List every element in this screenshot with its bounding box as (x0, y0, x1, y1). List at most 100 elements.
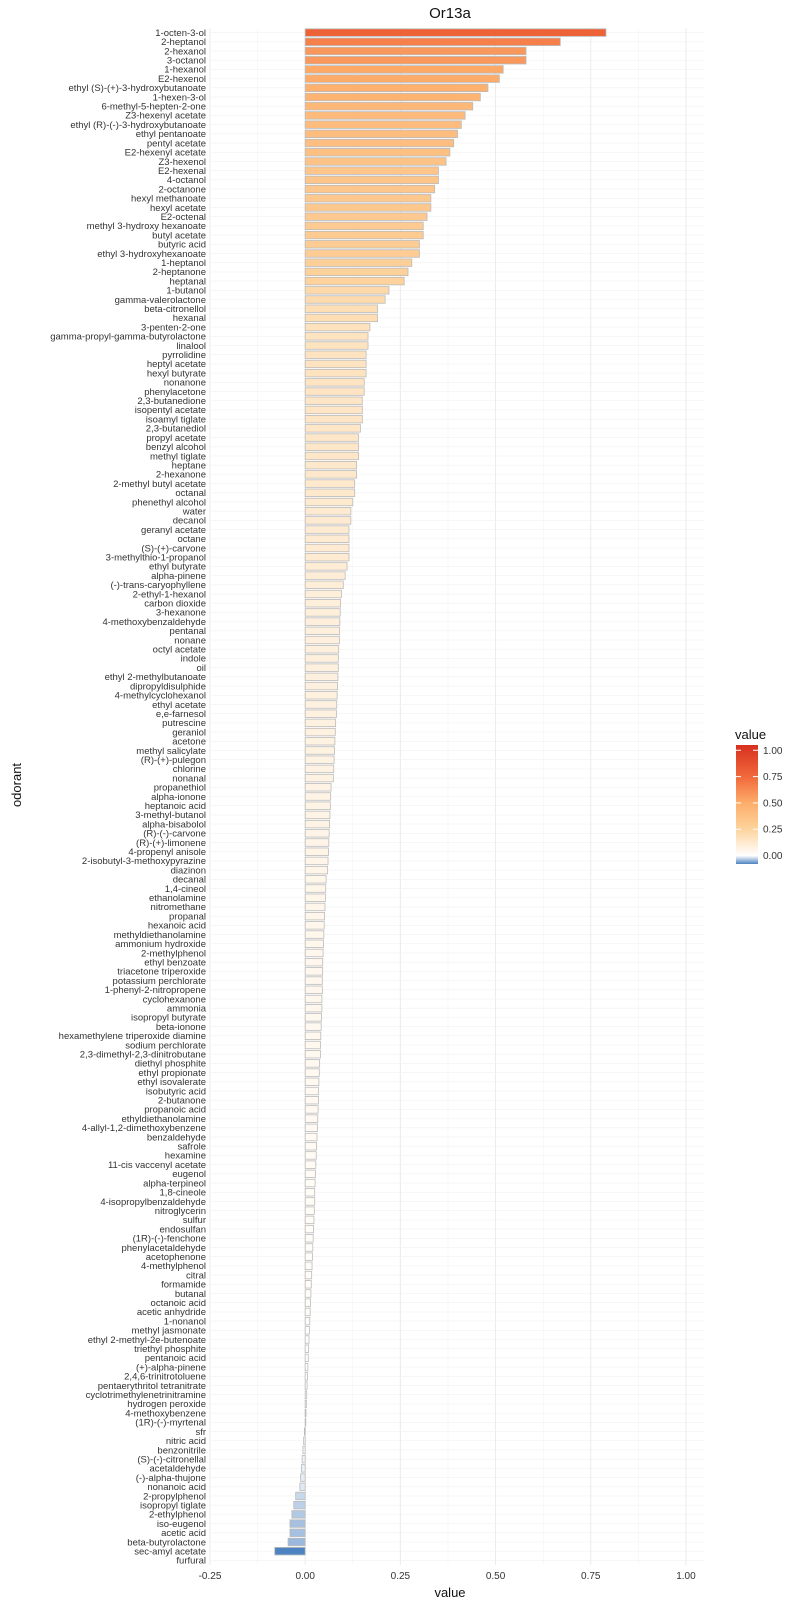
x-tick-labels: -0.25 0.00 0.25 0.50 0.75 1.00 (199, 1571, 697, 1582)
bar (299, 1482, 306, 1491)
bar (304, 985, 323, 994)
y-tick-label: hexanoic acid (148, 921, 206, 932)
y-tick-label: safrole (177, 1142, 206, 1153)
bar (304, 543, 350, 553)
y-tick-label: triethyl phosphite (134, 1344, 206, 1355)
bar (304, 709, 337, 718)
bar (304, 138, 455, 148)
bar (304, 1215, 315, 1225)
y-tick-label: (1R)-(-)-fenchone (133, 1234, 206, 1245)
bar (304, 267, 409, 277)
y-tick-label: 1,8-cineole (160, 1188, 206, 1199)
y-tick-label: benzaldehyde (147, 1132, 206, 1143)
bar (303, 1436, 306, 1445)
bar (304, 166, 439, 175)
bar (304, 258, 413, 267)
bar (304, 884, 327, 893)
y-tick-label: methyl jasmonate (132, 1326, 206, 1337)
bar (304, 1206, 315, 1215)
y-tick-label: ethyl (R)-(-)-3-hydroxybutanoate (70, 120, 206, 131)
bar (304, 1188, 316, 1197)
bar (304, 1169, 316, 1179)
x-tick-label: 0.00 (295, 1571, 315, 1582)
bar (304, 396, 363, 405)
y-tick-label: 1-butanol (166, 286, 206, 297)
y-tick-label: beta-butyrolactone (127, 1537, 206, 1548)
y-tick-label: linalool (176, 341, 206, 352)
y-tick-label: 3-hexanone (156, 608, 206, 619)
bar (304, 1004, 323, 1013)
y-tick-label: (S)-(-)-citronellal (137, 1454, 206, 1465)
x-tick-label: -0.25 (199, 1571, 222, 1582)
bar (304, 1243, 314, 1252)
y-tick-label: 1,4-cineol (165, 884, 206, 895)
y-tick-label: 4-octanol (167, 175, 206, 186)
bar (304, 626, 340, 636)
bar (304, 893, 326, 902)
bar (304, 470, 357, 479)
y-tick-label: propanal (169, 911, 206, 922)
bar (301, 1454, 306, 1464)
bar (304, 856, 329, 866)
y-tick-labels: 1-octen-3-ol2-heptanol2-hexanol3-octanol… (50, 28, 206, 1567)
y-tick-label: (R)-(-)-carvone (143, 829, 206, 840)
bar (304, 451, 359, 461)
y-tick-label: 1-hexen-3-ol (153, 92, 206, 103)
y-tick-label: decanol (173, 516, 206, 527)
y-tick-label: (+)-alpha-pinene (136, 1362, 206, 1373)
bar (304, 1408, 307, 1418)
bar (304, 175, 439, 185)
y-tick-label: phenylacetaldehyde (121, 1243, 206, 1254)
y-tick-label: gamma-valerolactone (115, 295, 206, 306)
bar (304, 783, 332, 792)
y-tick-label: triacetone triperoxide (117, 967, 206, 978)
y-tick-label: gamma-propyl-gamma-butyrolactone (50, 332, 206, 343)
bar (304, 56, 527, 65)
y-tick-label: dipropyldisulphide (130, 681, 206, 692)
bar (304, 295, 386, 304)
y-tick-label: alpha-ionone (151, 792, 206, 803)
bar (304, 378, 365, 387)
y-tick-label: pentaerythritol tetranitrate (98, 1381, 206, 1392)
bar (304, 681, 338, 691)
bar (304, 1068, 320, 1077)
y-tick-label: beta-ionone (156, 1022, 206, 1033)
y-tick-label: 4-allyl-1,2-dimethoxybenzene (82, 1123, 206, 1134)
bar (304, 65, 504, 74)
y-tick-label: 4-methoxybenzene (125, 1408, 206, 1419)
bar (304, 948, 324, 958)
y-tick-label: hydrogen peroxide (127, 1399, 206, 1410)
bar (304, 727, 336, 737)
y-tick-label: 2-ethyl-1-hexanol (133, 589, 206, 600)
y-axis-label: odorant (9, 763, 24, 807)
x-tick-label: 1.00 (676, 1571, 696, 1582)
y-tick-label: ethyl 2-methyl-2e-butenoate (88, 1335, 206, 1346)
y-tick-label: formamide (161, 1280, 206, 1291)
y-tick-label: heptane (172, 460, 206, 471)
y-tick-label: 3-methyl-butanol (135, 810, 206, 821)
y-tick-label: pentyl acetate (147, 138, 206, 149)
bar (304, 1270, 313, 1280)
bar (293, 1501, 306, 1510)
bar (304, 286, 390, 295)
bar (304, 405, 363, 415)
bar (304, 1307, 311, 1317)
y-tick-label: chlorine (173, 764, 206, 775)
y-tick-label: acetone (172, 737, 206, 748)
y-tick-label: sulfur (183, 1215, 206, 1226)
bar (304, 1040, 321, 1050)
bar (304, 507, 352, 516)
bar (304, 414, 363, 424)
y-tick-label: decanal (173, 875, 206, 886)
bar (304, 1326, 310, 1335)
bar (295, 1491, 306, 1501)
bar (304, 663, 339, 672)
y-tick-label: benzonitrile (157, 1445, 206, 1456)
y-tick-label: acetophenone (146, 1252, 206, 1263)
bar (304, 654, 339, 663)
bar (304, 1335, 310, 1344)
y-tick-label: pentanal (170, 626, 206, 637)
bar (304, 1261, 313, 1271)
y-tick-label: ethyl propionate (138, 1068, 206, 1079)
